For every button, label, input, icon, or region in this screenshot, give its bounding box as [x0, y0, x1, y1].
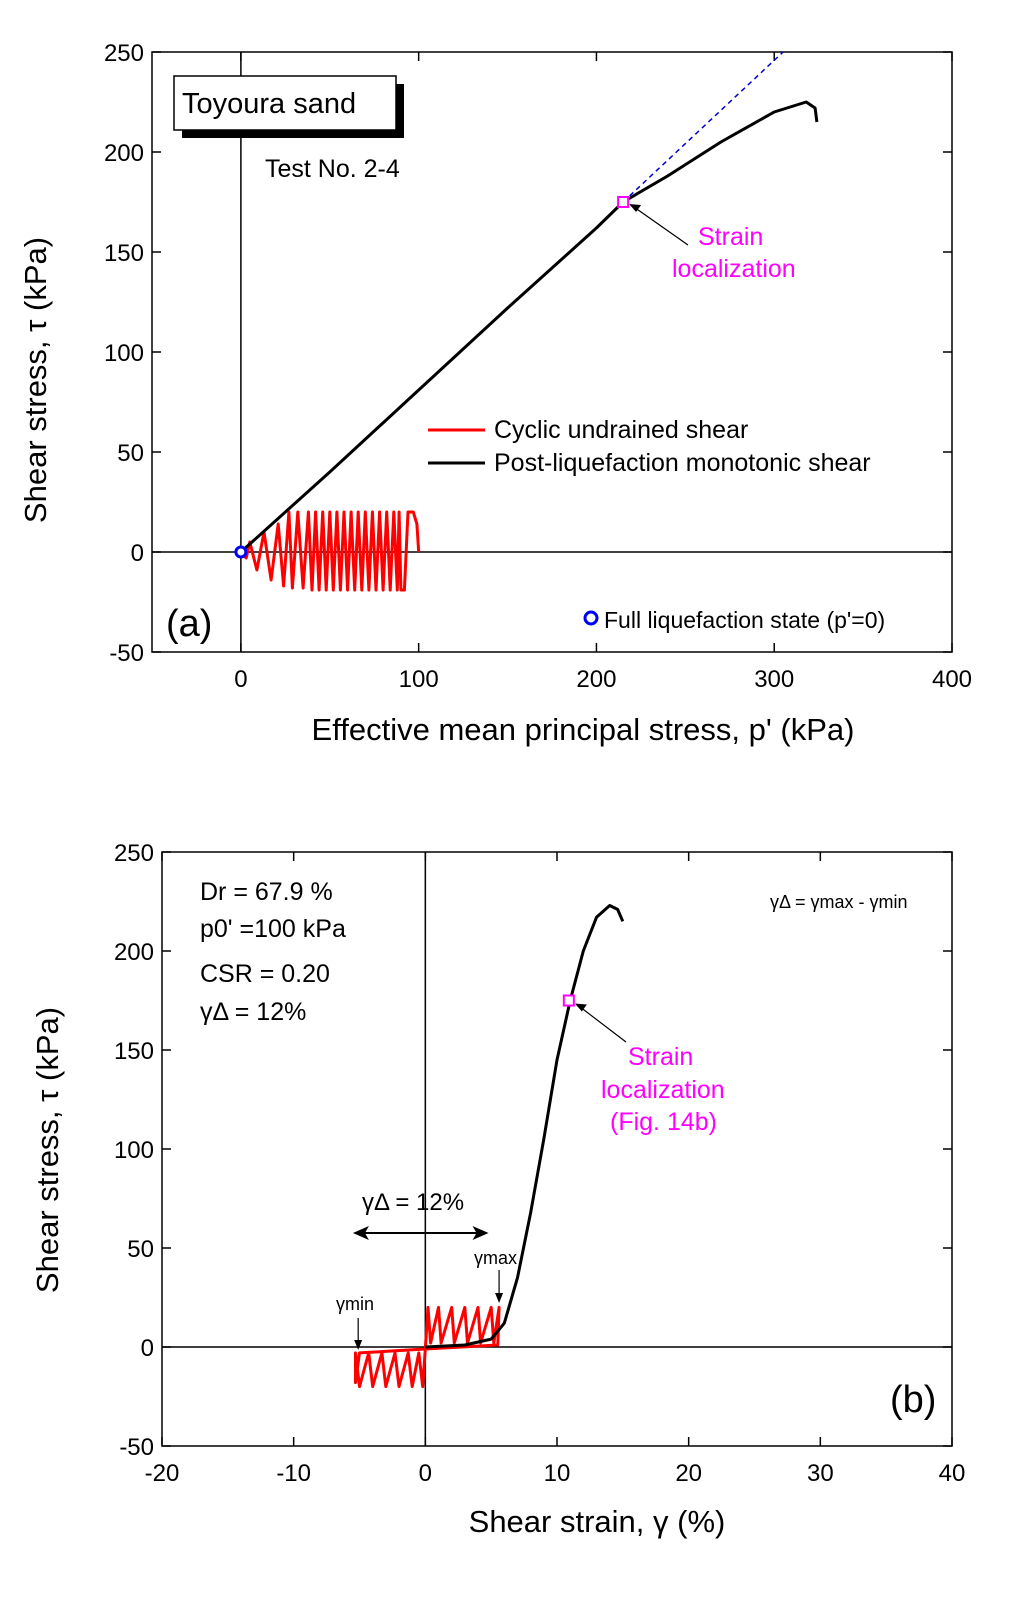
y-tick-label: -50 [119, 1434, 154, 1461]
panel-label-a: (a) [166, 603, 212, 645]
y-tick-label: 50 [117, 440, 144, 467]
arrow-left-icon [352, 1226, 369, 1240]
x-tick-label: 300 [754, 666, 794, 693]
localization-label-b2: localization [601, 1076, 725, 1104]
legend-cyclic: Cyclic undrained shear [494, 416, 748, 444]
y-axis-label-a: Shear stress, τ (kPa) [18, 237, 53, 523]
info-csr: CSR = 0.20 [200, 960, 330, 988]
panel-b: -20 -10 0 10 20 30 40 -50 0 50 100 150 200 250 [114, 840, 965, 1487]
title-box [173, 75, 397, 131]
info-dr: Dr = 67.9 % [200, 878, 333, 906]
panel-label-b: (b) [890, 1379, 936, 1421]
localization-label-b1: Strain [628, 1043, 693, 1071]
y-tick-label: 200 [114, 939, 154, 966]
y-tick-label: 100 [114, 1137, 154, 1164]
localization-marker [617, 196, 630, 208]
y-tick-label: 150 [114, 1038, 154, 1065]
series-line-3 [622, 51, 784, 203]
arrow-right-icon [472, 1226, 489, 1240]
arrowhead-icon [495, 1293, 504, 1303]
series-line-1 [239, 510, 421, 592]
localization-marker-b [562, 994, 575, 1007]
info-p0: p0' =100 kPa [200, 915, 346, 943]
gamma-max-label: γmax [474, 1248, 517, 1268]
x-tick-label: 200 [576, 666, 616, 693]
y-axis-label-b: Shear stress, τ (kPa) [30, 1007, 65, 1293]
gamma-min-label: γmin [336, 1294, 374, 1314]
x-tick-label: 0 [419, 1460, 432, 1487]
legend-monotonic: Post-liquefaction monotonic shear [494, 449, 871, 477]
legend-liquefaction: Full liquefaction state (p'=0) [604, 607, 885, 633]
arrowhead-icon [354, 1340, 363, 1350]
x-tick-label: 10 [544, 1460, 571, 1487]
range-label: γΔ = 12% [362, 1189, 464, 1216]
localization-label-1: Strain [698, 223, 763, 251]
y-tick-label: 50 [127, 1236, 154, 1263]
y-tick-label: 100 [104, 340, 144, 367]
x-tick-label: 0 [234, 666, 247, 693]
formula: γΔ = γmax - γmin [770, 892, 908, 912]
test-label: Test No. 2-4 [265, 155, 400, 183]
localization-arrow [630, 204, 689, 246]
x-axis-label-a: Effective mean principal stress, p' (kPa… [312, 712, 855, 747]
localization-label-2: localization [672, 255, 796, 283]
y-tick-label: 250 [104, 40, 144, 67]
x-tick-label: 30 [807, 1460, 834, 1487]
y-tick-label: 150 [104, 240, 144, 267]
arrowhead-icon [574, 1003, 587, 1012]
x-tick-label: 400 [932, 666, 972, 693]
legend-marker-liquefaction [583, 610, 599, 626]
series-line-2 [425, 904, 625, 1349]
x-tick-label: -20 [145, 1460, 180, 1487]
x-axis-label-b: Shear strain, γ (%) [469, 1504, 726, 1539]
x-tick-label: 40 [939, 1460, 966, 1487]
y-tick-label: 250 [114, 840, 154, 867]
y-tick-label: 0 [131, 540, 144, 567]
x-tick-label: 100 [399, 666, 439, 693]
series-line-1 [354, 1305, 501, 1389]
title-box-text: Toyoura sand [182, 88, 356, 120]
x-tick-label: -10 [276, 1460, 311, 1487]
x-tick-label: 20 [675, 1460, 702, 1487]
localization-label-b3: (Fig. 14b) [610, 1108, 717, 1136]
localization-arrow-b [576, 1004, 627, 1043]
y-tick-label: 0 [141, 1335, 154, 1362]
panel-a: 0 100 200 300 400 -50 0 50 100 150 200 250 [104, 40, 972, 693]
arrowhead-icon [629, 204, 642, 212]
y-tick-label: -50 [109, 640, 144, 667]
info-gamma-delta: γΔ = 12% [200, 998, 306, 1026]
y-tick-label: 200 [104, 140, 144, 167]
full-liquefaction-marker [234, 545, 248, 559]
